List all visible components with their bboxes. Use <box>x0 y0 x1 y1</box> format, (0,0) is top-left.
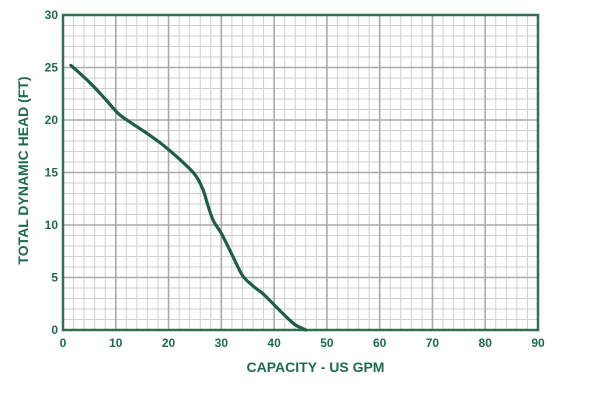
x-tick-label: 50 <box>320 336 334 350</box>
x-tick-label: 80 <box>479 336 493 350</box>
x-tick-label: 40 <box>267 336 281 350</box>
y-tick-label: 20 <box>45 113 59 127</box>
x-tick-label: 90 <box>531 336 545 350</box>
y-tick-label: 30 <box>45 8 59 22</box>
x-tick-label: 20 <box>162 336 176 350</box>
y-tick-label: 15 <box>45 166 59 180</box>
x-tick-label: 30 <box>215 336 229 350</box>
y-tick-label: 5 <box>51 271 58 285</box>
x-tick-label: 10 <box>109 336 123 350</box>
major-grid <box>62 14 539 331</box>
x-tick-label: 0 <box>60 336 67 350</box>
y-tick-label: 25 <box>45 61 59 75</box>
y-axis-ticks: 0 5 10 15 20 25 30 <box>45 8 59 337</box>
series-line <box>69 63 308 332</box>
x-tick-label: 60 <box>373 336 387 350</box>
plot-frame <box>61 13 540 332</box>
y-tick-label: 0 <box>51 323 58 337</box>
x-tick-label: 70 <box>426 336 440 350</box>
x-axis-ticks: 0 10 20 30 40 50 60 70 80 90 <box>60 336 545 350</box>
y-axis-title: TOTAL DYNAMIC HEAD (FT) <box>15 76 31 264</box>
x-axis-title: CAPACITY - US GPM <box>247 359 385 375</box>
y-tick-label: 10 <box>45 218 59 232</box>
